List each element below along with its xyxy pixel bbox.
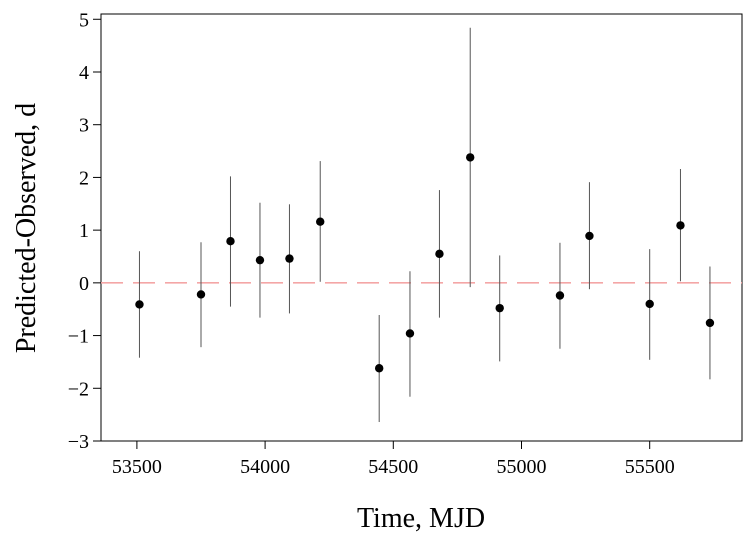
data-point bbox=[405, 329, 415, 338]
x-tick-label: 55500 bbox=[625, 456, 675, 478]
data-point bbox=[316, 217, 325, 226]
error-bars bbox=[138, 27, 711, 423]
data-point bbox=[435, 249, 444, 259]
x-tick-label: 54500 bbox=[368, 456, 418, 478]
data-point bbox=[585, 231, 594, 241]
y-tick-label: −2 bbox=[68, 378, 89, 400]
data-point bbox=[466, 153, 475, 162]
data-point bbox=[495, 303, 504, 313]
y-tick-label: −3 bbox=[68, 431, 89, 453]
x-tick-label: 54000 bbox=[240, 456, 290, 478]
x-tick-label: 53500 bbox=[112, 456, 162, 478]
data-point bbox=[135, 300, 144, 309]
data-point bbox=[255, 255, 265, 265]
y-tick-label: 2 bbox=[79, 167, 89, 189]
data-point bbox=[645, 299, 654, 309]
y-tick-label: 1 bbox=[79, 220, 89, 242]
y-tick-label: 0 bbox=[79, 273, 89, 295]
data-point bbox=[676, 221, 685, 230]
data-point bbox=[705, 318, 715, 328]
y-tick-label: 4 bbox=[79, 62, 89, 84]
x-axis-title: Time, MJD bbox=[357, 503, 485, 534]
data-point bbox=[226, 237, 235, 246]
y-tick-label: 3 bbox=[79, 115, 89, 137]
data-point bbox=[196, 290, 206, 299]
x-tick-label: 55000 bbox=[496, 456, 546, 478]
plot-frame bbox=[100, 13, 743, 442]
y-tick-label: −1 bbox=[68, 326, 89, 348]
data-point bbox=[285, 254, 294, 263]
y-axis-title: Predicted-Observed, d bbox=[11, 103, 42, 353]
y-axis-ticks: −3 −2 −1 0 1 2 3 4 5 bbox=[68, 9, 101, 453]
data-point bbox=[555, 291, 565, 300]
x-axis-ticks: 53500 54000 54500 55000 55500 bbox=[112, 441, 675, 478]
y-tick-label: 5 bbox=[79, 9, 89, 31]
data-point bbox=[374, 364, 384, 373]
data-points bbox=[135, 153, 715, 373]
